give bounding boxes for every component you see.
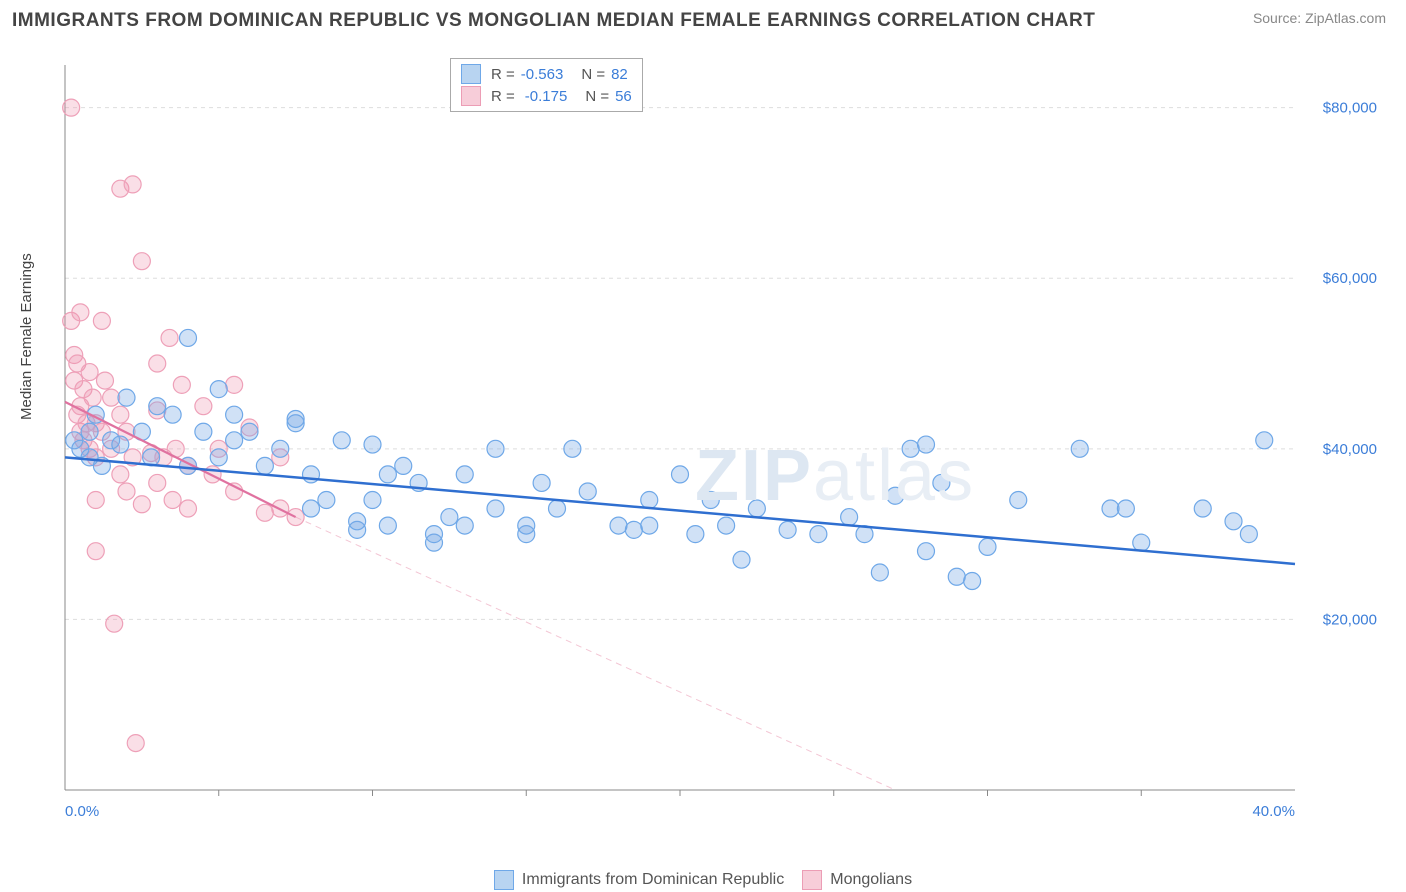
legend-row-series-0: R = -0.563 N = 82 [461, 63, 632, 85]
svg-text:$80,000: $80,000 [1323, 100, 1377, 117]
swatch-icon [802, 870, 822, 890]
n-value-series-0: 82 [611, 66, 628, 83]
svg-text:$60,000: $60,000 [1323, 270, 1377, 287]
chart-area: ZIPatlas $20,000$40,000$60,000$80,0000.0… [55, 55, 1385, 835]
source-attribution: Source: ZipAtlas.com [1253, 10, 1386, 26]
r-value-series-0: -0.563 [521, 66, 564, 83]
swatch-series-1 [461, 86, 481, 106]
chart-title: IMMIGRANTS FROM DOMINICAN REPUBLIC VS MO… [12, 10, 1095, 32]
legend-item-series-1: Mongolians [802, 870, 912, 890]
legend-label-series-1: Mongolians [830, 871, 912, 889]
correlation-legend: R = -0.563 N = 82 R = -0.175 N = 56 [450, 58, 643, 112]
swatch-icon [494, 870, 514, 890]
swatch-series-0 [461, 64, 481, 84]
chart-header: IMMIGRANTS FROM DOMINICAN REPUBLIC VS MO… [0, 0, 1406, 32]
svg-text:0.0%: 0.0% [65, 803, 99, 820]
svg-text:$40,000: $40,000 [1323, 441, 1377, 458]
legend-row-series-1: R = -0.175 N = 56 [461, 85, 632, 107]
scatter-plot-svg: $20,000 $40,000 $60,000 $80,000 0.0% 40.0% [55, 55, 1385, 835]
r-value-series-1: -0.175 [525, 88, 568, 105]
svg-text:$20,000: $20,000 [1323, 611, 1377, 628]
legend-item-series-0: Immigrants from Dominican Republic [494, 870, 784, 890]
svg-text:40.0%: 40.0% [1252, 803, 1295, 820]
n-value-series-1: 56 [615, 88, 632, 105]
y-axis-label: Median Female Earnings [18, 253, 35, 420]
legend-label-series-0: Immigrants from Dominican Republic [522, 871, 784, 889]
series-legend: Immigrants from Dominican Republic Mongo… [0, 870, 1406, 890]
